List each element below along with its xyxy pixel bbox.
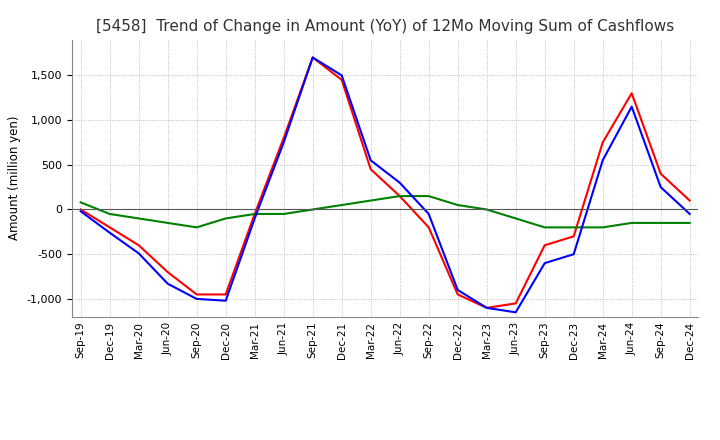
Free Cashflow	[598, 158, 607, 163]
Operating Cashflow	[366, 167, 375, 172]
Operating Cashflow	[192, 292, 201, 297]
Operating Cashflow	[598, 140, 607, 145]
Investing Cashflow	[105, 211, 114, 216]
Operating Cashflow	[424, 225, 433, 230]
Free Cashflow	[279, 140, 288, 145]
Investing Cashflow	[541, 225, 549, 230]
Free Cashflow	[192, 296, 201, 301]
Free Cashflow	[366, 158, 375, 163]
Operating Cashflow	[76, 207, 85, 212]
Investing Cashflow	[482, 207, 491, 212]
Investing Cashflow	[366, 198, 375, 203]
Operating Cashflow	[221, 292, 230, 297]
Line: Investing Cashflow: Investing Cashflow	[81, 196, 690, 227]
Free Cashflow	[135, 251, 143, 256]
Operating Cashflow	[308, 55, 317, 60]
Investing Cashflow	[251, 211, 259, 216]
Free Cashflow	[221, 298, 230, 303]
Free Cashflow	[454, 287, 462, 293]
Operating Cashflow	[482, 305, 491, 311]
Operating Cashflow	[627, 91, 636, 96]
Investing Cashflow	[454, 202, 462, 208]
Free Cashflow	[76, 209, 85, 214]
Operating Cashflow	[395, 194, 404, 199]
Free Cashflow	[627, 104, 636, 109]
Investing Cashflow	[279, 211, 288, 216]
Free Cashflow	[424, 211, 433, 216]
Free Cashflow	[482, 305, 491, 311]
Free Cashflow	[395, 180, 404, 185]
Operating Cashflow	[279, 136, 288, 141]
Operating Cashflow	[657, 171, 665, 176]
Investing Cashflow	[76, 200, 85, 205]
Operating Cashflow	[570, 234, 578, 239]
Line: Free Cashflow: Free Cashflow	[81, 58, 690, 312]
Investing Cashflow	[657, 220, 665, 226]
Free Cashflow	[541, 260, 549, 266]
Investing Cashflow	[163, 220, 172, 226]
Y-axis label: Amount (million yen): Amount (million yen)	[8, 116, 21, 240]
Operating Cashflow	[163, 269, 172, 275]
Operating Cashflow	[685, 198, 694, 203]
Free Cashflow	[657, 184, 665, 190]
Line: Operating Cashflow: Operating Cashflow	[81, 58, 690, 308]
Free Cashflow	[685, 211, 694, 216]
Operating Cashflow	[338, 77, 346, 82]
Investing Cashflow	[424, 194, 433, 199]
Investing Cashflow	[308, 207, 317, 212]
Investing Cashflow	[627, 220, 636, 226]
Free Cashflow	[308, 55, 317, 60]
Operating Cashflow	[251, 211, 259, 216]
Operating Cashflow	[454, 292, 462, 297]
Operating Cashflow	[541, 242, 549, 248]
Investing Cashflow	[338, 202, 346, 208]
Investing Cashflow	[598, 225, 607, 230]
Free Cashflow	[511, 310, 520, 315]
Free Cashflow	[163, 281, 172, 286]
Free Cashflow	[338, 73, 346, 78]
Operating Cashflow	[511, 301, 520, 306]
Free Cashflow	[105, 230, 114, 235]
Investing Cashflow	[395, 194, 404, 199]
Free Cashflow	[570, 252, 578, 257]
Investing Cashflow	[192, 225, 201, 230]
Investing Cashflow	[221, 216, 230, 221]
Free Cashflow	[251, 216, 259, 221]
Investing Cashflow	[570, 225, 578, 230]
Investing Cashflow	[135, 216, 143, 221]
Investing Cashflow	[685, 220, 694, 226]
Title: [5458]  Trend of Change in Amount (YoY) of 12Mo Moving Sum of Cashflows: [5458] Trend of Change in Amount (YoY) o…	[96, 19, 675, 34]
Operating Cashflow	[105, 225, 114, 230]
Operating Cashflow	[135, 242, 143, 248]
Investing Cashflow	[511, 216, 520, 221]
